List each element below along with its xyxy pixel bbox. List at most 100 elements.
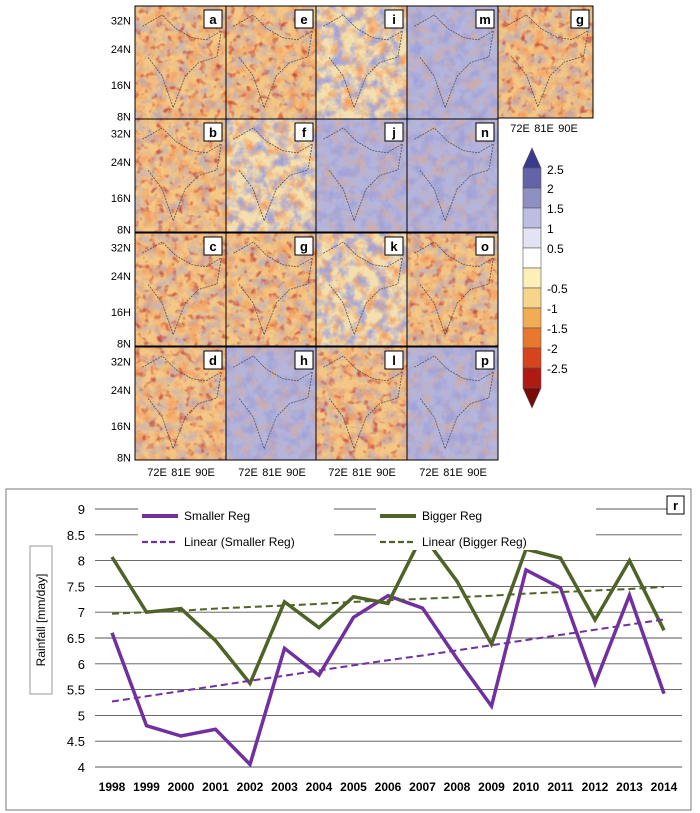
colorbar-segment [522, 347, 542, 369]
coastline [233, 127, 313, 222]
map-y-tick: 8N [117, 112, 131, 124]
legend-item: Smaller Reg [138, 506, 334, 524]
map-x-tick: 90E [376, 467, 396, 479]
panel-label: p [481, 353, 489, 368]
legend-label: Linear (Smaller Reg) [184, 535, 295, 549]
colorbar-tick: 1.5 [547, 202, 564, 216]
coastline [142, 241, 222, 336]
panel-label: b [209, 125, 217, 140]
legend-label: Linear (Bigger Reg) [422, 535, 527, 549]
panel-label-box [384, 9, 404, 29]
panel-label-box [384, 350, 404, 370]
x-tick-label: 2005 [340, 780, 367, 794]
coastline [323, 127, 403, 222]
map-x-tick: 72E [419, 467, 439, 479]
rainfall-line-chart: 4 4.5 5 5.5 6 6.5 7 7.5 8 8.5 9 1998 1999 2000 2001 20… [5, 488, 692, 811]
legend-bg [138, 532, 334, 550]
map-panel-e: e [225, 5, 318, 120]
y-tick-label: 6 [78, 657, 85, 672]
panel-frame [406, 346, 499, 461]
map-y-tick: 16N [111, 80, 131, 92]
map-x-tick: 90E [467, 467, 487, 479]
panel-label: j [391, 125, 396, 140]
map-panel-p: p [406, 346, 499, 461]
map-panel-f: f [225, 118, 318, 233]
map-panel-i: i [315, 5, 408, 120]
map-x-tick: 81E [534, 123, 554, 135]
colorbar-segment [522, 207, 542, 229]
x-tick-label: 2013 [616, 780, 643, 794]
map-x-tick: 90E [286, 467, 306, 479]
colorbar-segment [522, 327, 542, 349]
panel-label: i [392, 12, 396, 27]
map-y-tick: 16H [111, 307, 131, 319]
map-panel-o: o [406, 232, 499, 347]
map-y-tick: 8N [117, 339, 131, 351]
colorbar: 2.5 2 1.5 1 0.5 -0.5 -1 -1.5 -2 -2.5 [522, 147, 568, 409]
map-panel-c: c [134, 232, 227, 347]
map-x-tick: 90E [558, 123, 578, 135]
colorbar-bottom-arrow [522, 387, 542, 409]
coastline [323, 241, 403, 336]
map-panel-n: n [406, 118, 499, 233]
map-y-tick: 24N [111, 271, 131, 283]
x-tick-label: 2008 [444, 780, 471, 794]
map-panel-m: m [406, 5, 499, 120]
coastline [142, 127, 222, 222]
legend-bg [138, 506, 334, 524]
map-x-tick: 72E [328, 467, 348, 479]
map-y-tick: 32N [111, 16, 131, 28]
legend-bg [376, 506, 596, 524]
coastline [323, 14, 403, 109]
y-tick-label: 6.5 [67, 631, 85, 646]
panel-label: g [300, 239, 308, 254]
series-line-smaller-reg [110, 567, 666, 768]
colorbar-segment [522, 187, 542, 209]
map-x-tick: 81E [352, 467, 372, 479]
colorbar-segment [522, 267, 542, 289]
panel-label: m [479, 12, 491, 27]
x-tick-label: 2007 [409, 780, 436, 794]
y-tick-label: 7.5 [67, 579, 85, 594]
x-tick-label: 2014 [651, 780, 678, 794]
x-tick-label: 2011 [547, 780, 573, 794]
panel-label-box [475, 9, 495, 29]
map-panel-h: h [225, 346, 318, 461]
panel-label-box [294, 9, 314, 29]
colorbar-tick: 1 [547, 222, 554, 236]
map-panel-j: j [315, 118, 408, 233]
map-y-tick: 24N [111, 157, 131, 169]
map-panel-d: d [134, 346, 227, 461]
map-panel-b: b [134, 118, 227, 233]
panel-label: r [673, 498, 678, 513]
x-tick-label: 2009 [478, 780, 505, 794]
coastline [414, 355, 494, 450]
map-x-tick: 90E [195, 467, 215, 479]
coastline [142, 355, 222, 450]
map-y-tick: 8N [117, 225, 131, 237]
panel-frame [406, 232, 499, 347]
legend-item: Linear (Bigger Reg) [376, 532, 596, 550]
legend-item: Linear (Smaller Reg) [138, 532, 334, 550]
colorbar-top-arrow [522, 147, 542, 169]
map-x-tick: 72E [238, 467, 258, 479]
y-tick-label: 8.5 [67, 528, 85, 543]
colorbar-tick: 0.5 [547, 242, 564, 256]
colorbar-segment [522, 227, 542, 249]
y-tick-label: 8 [78, 554, 85, 569]
map-y-tick: 24N [111, 385, 131, 397]
map-y-tick: 32N [111, 357, 131, 369]
panel-frame [497, 5, 594, 119]
panel-label-box [666, 495, 685, 515]
panel-frame [406, 118, 499, 233]
x-tick-label: 1998 [99, 780, 126, 794]
coastline [505, 14, 589, 108]
legend-label: Bigger Reg [422, 509, 482, 523]
panel-label: k [390, 239, 398, 254]
colorbar-segment [522, 287, 542, 309]
y-tick-label: 5.5 [67, 683, 85, 698]
x-tick-label: 2012 [582, 780, 609, 794]
map-x-tick: 81E [171, 467, 191, 479]
colorbar-tick: 2.5 [547, 163, 564, 177]
coastline [233, 14, 313, 109]
